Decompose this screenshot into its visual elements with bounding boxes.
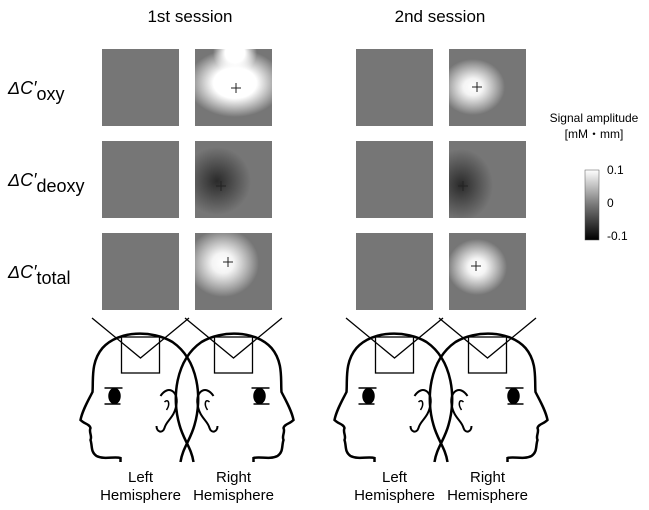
probe-area xyxy=(376,337,414,373)
heatmap-cell xyxy=(356,49,433,126)
heatmap-cell xyxy=(356,233,433,310)
heatmap-cell xyxy=(429,141,526,221)
colorbar-title: Signal amplitude xyxy=(550,111,639,125)
hemisphere-label: Right xyxy=(470,469,506,486)
projection-lines xyxy=(439,318,536,358)
row-symbol: ΔC′ xyxy=(7,78,37,98)
heatmap-cell xyxy=(102,49,179,126)
hemisphere-label: Hemisphere xyxy=(100,487,181,504)
hemisphere-label: Right xyxy=(216,469,252,486)
cell-background xyxy=(102,233,179,310)
cell-background xyxy=(356,233,433,310)
head-outline xyxy=(176,334,294,462)
signal-spot xyxy=(447,239,507,295)
heatmap-cell xyxy=(183,141,272,218)
hemisphere-label: Hemisphere xyxy=(447,487,528,504)
row-label: ΔC′total xyxy=(7,262,70,288)
colorbar xyxy=(585,170,599,240)
heatmap-cell xyxy=(187,31,283,126)
row-label: ΔC′oxy xyxy=(7,78,64,104)
row-subscript: oxy xyxy=(36,84,64,104)
cell-background xyxy=(356,141,433,218)
probe-area xyxy=(122,337,160,373)
row-subscript: deoxy xyxy=(36,176,84,196)
heatmap-cell xyxy=(102,233,179,310)
probe-area xyxy=(215,337,253,373)
row-symbol: ΔC′ xyxy=(7,170,37,190)
colorbar-unit: [mM・mm] xyxy=(565,127,624,141)
hemisphere-label: Left xyxy=(382,469,408,486)
signal-spot xyxy=(429,149,493,221)
cell-background xyxy=(356,49,433,126)
hemisphere-label: Hemisphere xyxy=(193,487,274,504)
figure: 1st session2nd sessionΔC′oxyΔC′deoxyΔC′t… xyxy=(0,0,649,510)
colorbar-tick-label: 0.1 xyxy=(607,163,624,177)
projection-lines xyxy=(185,318,282,358)
session-title: 2nd session xyxy=(395,7,486,26)
row-subscript: total xyxy=(36,268,70,288)
heatmap-cell xyxy=(441,49,526,126)
colorbar-tick-label: -0.1 xyxy=(607,229,628,243)
heatmap-cell xyxy=(187,229,272,310)
row-symbol: ΔC′ xyxy=(7,262,37,282)
cell-background xyxy=(102,49,179,126)
signal-spot xyxy=(213,31,257,75)
projection-lines xyxy=(92,318,189,358)
row-label: ΔC′deoxy xyxy=(7,170,85,196)
head-outline xyxy=(81,334,199,462)
projection-lines xyxy=(346,318,443,358)
hemisphere-label: Left xyxy=(128,469,154,486)
colorbar-tick-label: 0 xyxy=(607,196,614,210)
hemisphere-label: Hemisphere xyxy=(354,487,435,504)
heatmap-cell xyxy=(447,233,526,310)
probe-area xyxy=(469,337,507,373)
head-outline xyxy=(430,334,548,462)
session-title: 1st session xyxy=(147,7,232,26)
heatmap-cell xyxy=(356,141,433,218)
head-outline xyxy=(335,334,453,462)
cell-background xyxy=(102,141,179,218)
signal-spot xyxy=(187,229,259,297)
signal-spot xyxy=(183,147,251,215)
heatmap-cell xyxy=(102,141,179,218)
